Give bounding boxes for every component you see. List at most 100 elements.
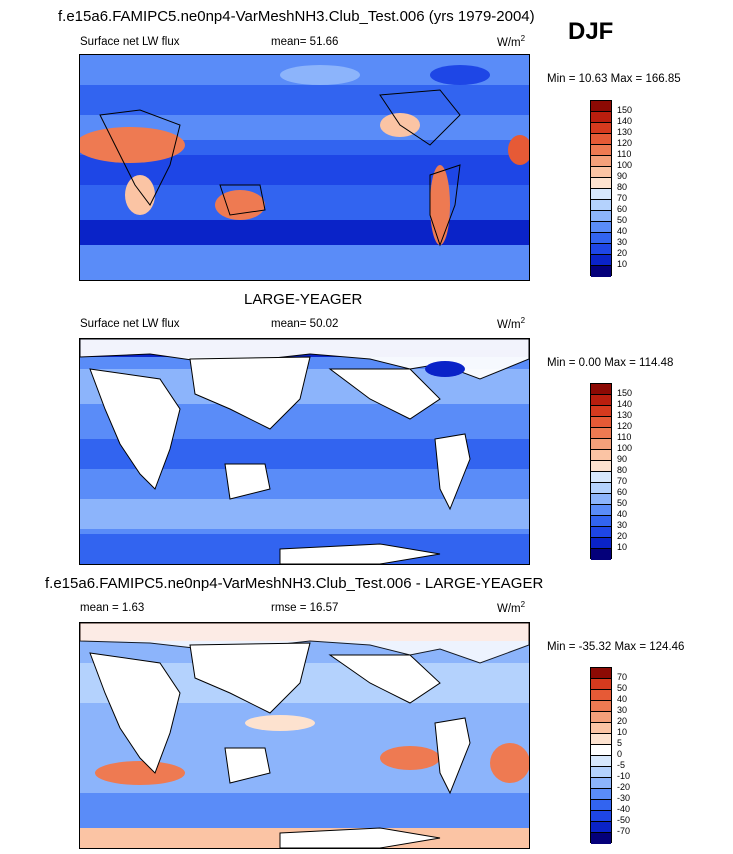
panel2-mean-label: mean= 50.02 (271, 318, 339, 330)
colorbar-tick-label: 50 (617, 498, 628, 508)
colorbar-tick-label: 5 (617, 738, 623, 748)
colorbar-tick-label: 140 (617, 399, 633, 409)
colorbar-tick-label: 70 (617, 193, 628, 203)
colorbar-segment (591, 406, 611, 417)
panel2-units: W/m2 (497, 316, 526, 331)
panel1-variable-label: Surface net LW flux (80, 36, 180, 48)
panel3-map (79, 622, 530, 849)
colorbar-segment (591, 450, 611, 461)
colorbar-tick-label: 70 (617, 476, 628, 486)
colorbar-tick-label: 20 (617, 531, 628, 541)
colorbar-segment (591, 527, 611, 538)
colorbar-segment (591, 189, 611, 200)
colorbar-segment (591, 734, 611, 745)
colorbar-tick-label: 150 (617, 388, 633, 398)
colorbar-tick-label: 40 (617, 226, 628, 236)
colorbar-segment (591, 200, 611, 211)
colorbar-segment (591, 800, 611, 811)
colorbar-segment (591, 222, 611, 233)
colorbar-segment (591, 701, 611, 712)
colorbar-tick-label: 140 (617, 116, 633, 126)
colorbar-segment (591, 483, 611, 494)
colorbar-segment (591, 723, 611, 734)
panel2-map-field (80, 339, 529, 564)
colorbar-tick-label: 130 (617, 410, 633, 420)
colorbar-tick-label: 50 (617, 683, 628, 693)
colorbar-tick-label: -70 (617, 826, 631, 836)
colorbar-tick-label: 0 (617, 749, 623, 759)
colorbar-tick-label: 150 (617, 105, 633, 115)
colorbar-tick-label: -30 (617, 793, 631, 803)
panel3-units: W/m2 (497, 600, 526, 615)
panel3-map-field (80, 623, 529, 848)
colorbar-segment (591, 538, 611, 549)
panel1-map-field (80, 55, 529, 280)
colorbar-tick-label: -20 (617, 782, 631, 792)
colorbar-tick-label: -10 (617, 771, 631, 781)
panel3-colorbar (590, 667, 612, 844)
season-label: DJF (568, 18, 614, 45)
panel1-title: f.e15a6.FAMIPC5.ne0np4-VarMeshNH3.Club_T… (58, 8, 535, 25)
colorbar-segment (591, 494, 611, 505)
colorbar-segment (591, 156, 611, 167)
panel2-title: LARGE-YEAGER (244, 291, 363, 308)
colorbar-tick-label: 60 (617, 204, 628, 214)
panel3-rmse-label: rmse = 16.57 (271, 602, 339, 614)
colorbar-tick-label: -40 (617, 804, 631, 814)
colorbar-tick-label: 10 (617, 259, 628, 269)
colorbar-tick-label: 110 (617, 432, 632, 442)
colorbar-segment (591, 428, 611, 439)
panel2-colorbar (590, 383, 612, 560)
colorbar-segment (591, 266, 611, 277)
colorbar-segment (591, 112, 611, 123)
colorbar-segment (591, 811, 611, 822)
panel2-map (79, 338, 530, 565)
colorbar-segment (591, 679, 611, 690)
colorbar-tick-label: 70 (617, 672, 628, 682)
colorbar-segment (591, 123, 611, 134)
colorbar-tick-label: 90 (617, 171, 628, 181)
colorbar-tick-label: 120 (617, 421, 633, 431)
colorbar-tick-label: 40 (617, 509, 628, 519)
panel3-title: f.e15a6.FAMIPC5.ne0np4-VarMeshNH3.Club_T… (45, 575, 544, 592)
colorbar-segment (591, 384, 611, 395)
panel2-variable-label: Surface net LW flux (80, 318, 180, 330)
colorbar-segment (591, 244, 611, 255)
panel1-units: W/m2 (497, 34, 526, 49)
panel1-colorbar (590, 100, 612, 277)
colorbar-segment (591, 756, 611, 767)
colorbar-segment (591, 690, 611, 701)
colorbar-segment (591, 778, 611, 789)
panel2-minmax: Min = 0.00 Max = 114.48 (547, 357, 674, 369)
colorbar-segment (591, 505, 611, 516)
panel3-mean-label: mean = 1.63 (80, 602, 145, 614)
colorbar-tick-label: 110 (617, 149, 632, 159)
colorbar-tick-label: 120 (617, 138, 633, 148)
colorbar-tick-label: 30 (617, 705, 628, 715)
colorbar-segment (591, 767, 611, 778)
colorbar-segment (591, 134, 611, 145)
colorbar-tick-label: 20 (617, 716, 628, 726)
panel1-mean-label: mean= 51.66 (271, 36, 339, 48)
colorbar-tick-label: -5 (617, 760, 626, 770)
colorbar-segment (591, 668, 611, 679)
colorbar-segment (591, 255, 611, 266)
colorbar-tick-label: 80 (617, 465, 628, 475)
colorbar-segment (591, 472, 611, 483)
colorbar-segment (591, 211, 611, 222)
colorbar-tick-label: 90 (617, 454, 628, 464)
colorbar-tick-label: 10 (617, 727, 628, 737)
panel3-minmax: Min = -35.32 Max = 124.46 (547, 641, 685, 653)
colorbar-tick-label: 130 (617, 127, 633, 137)
colorbar-segment (591, 233, 611, 244)
colorbar-segment (591, 167, 611, 178)
colorbar-tick-label: -50 (617, 815, 631, 825)
colorbar-tick-label: 20 (617, 248, 628, 258)
colorbar-segment (591, 101, 611, 112)
panel1-map (79, 54, 530, 281)
colorbar-segment (591, 145, 611, 156)
colorbar-tick-label: 80 (617, 182, 628, 192)
colorbar-segment (591, 395, 611, 406)
colorbar-segment (591, 789, 611, 800)
colorbar-segment (591, 833, 611, 844)
